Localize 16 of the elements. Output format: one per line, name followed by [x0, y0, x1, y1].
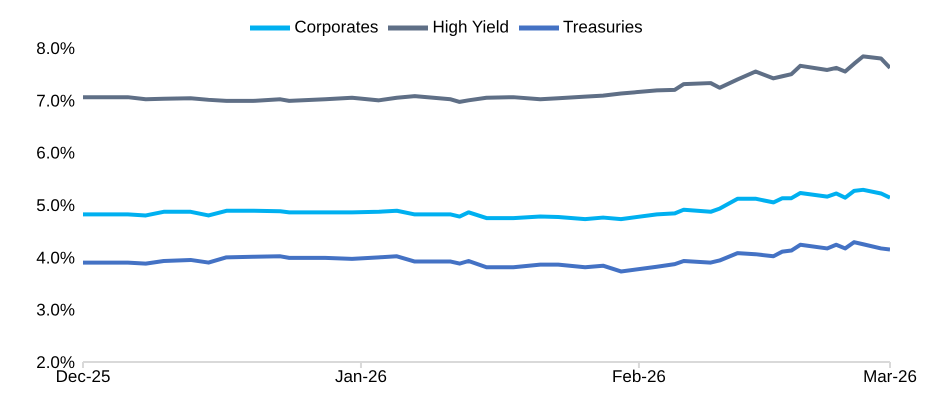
y-tick-label: 5.0% — [36, 196, 75, 216]
x-tick-label: Mar-26 — [863, 367, 917, 386]
x-tick-label: Feb-26 — [612, 367, 666, 386]
legend-label: Treasuries — [563, 17, 643, 36]
y-tick-label: 7.0% — [36, 91, 75, 110]
x-tick-label: Dec-25 — [56, 367, 110, 386]
y-tick-label: 8.0% — [36, 39, 75, 58]
y-tick-label: 3.0% — [36, 300, 75, 320]
y-tick-label: 6.0% — [36, 144, 75, 163]
legend-label: Corporates — [294, 17, 378, 36]
y-tick-label: 4.0% — [36, 248, 75, 268]
legend-label: High Yield — [432, 17, 509, 36]
line-series — [83, 188, 890, 222]
line-series — [83, 54, 890, 104]
line-series — [83, 240, 890, 274]
x-tick-label: Jan-26 — [334, 367, 387, 386]
